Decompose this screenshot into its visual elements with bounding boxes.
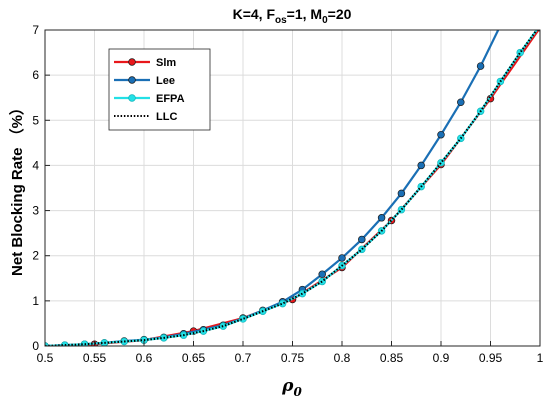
- y-tick-label: 6: [32, 68, 39, 82]
- data-point-lee: [417, 161, 425, 170]
- series-llc: [45, 30, 538, 346]
- y-tick-label: 3: [32, 204, 39, 218]
- x-tick-label: 0.95: [479, 351, 503, 365]
- data-point-lee: [437, 130, 445, 139]
- title-sub-os: os: [275, 15, 287, 26]
- chart-title: K=4, Fos=1, M0=20: [233, 6, 352, 26]
- data-point-efpa: [318, 277, 326, 286]
- data-point-efpa: [437, 158, 445, 167]
- data-point-efpa: [516, 48, 524, 57]
- title-end: =20: [328, 6, 352, 22]
- x-tick-label: 0.65: [182, 351, 206, 365]
- x-axis-label: ρ0: [281, 376, 302, 399]
- data-point-efpa: [219, 322, 227, 330]
- data-point-efpa: [239, 315, 247, 323]
- x-tick-label: 0.55: [83, 351, 107, 365]
- title-sub-0: 0: [322, 15, 328, 26]
- legend-label-slm: Slm: [156, 57, 176, 69]
- y-tick-label: 2: [32, 249, 39, 263]
- x-tick-label: 0.85: [380, 351, 404, 365]
- title-main: K=4, F: [233, 6, 276, 22]
- y-tick-label: 5: [32, 113, 39, 127]
- tick-layer: 0.5 0.55 0.6 0.65 0.7 0.75 0.8 0.85 0.9 0.95 1 0 1 2 3…: [32, 23, 543, 365]
- data-point-lee: [497, 22, 504, 29]
- legend-label-efpa: EFPA: [156, 93, 185, 105]
- legend-label-llc: LLC: [156, 111, 177, 123]
- data-point-lee: [476, 62, 485, 70]
- x-tick-label: 0.75: [281, 351, 305, 365]
- data-point-lee: [377, 214, 386, 222]
- data-point-lee: [318, 270, 326, 278]
- x-tick-label: 0.8: [334, 351, 351, 365]
- legend-marker-lee: [128, 76, 136, 84]
- data-point-lee: [358, 235, 366, 244]
- data-point-lee: [457, 98, 465, 106]
- y-axis-label: Net Blocking Rate （%）: [8, 100, 26, 276]
- y-tick-label: 0: [32, 339, 39, 353]
- series-line-llc: [45, 30, 538, 346]
- data-point-efpa: [537, 22, 544, 29]
- data-point-lee: [338, 254, 346, 262]
- x-label-main: ρ: [281, 376, 294, 396]
- data-point-lee: [397, 189, 406, 198]
- legend: Slm Lee EFPA LLC: [108, 48, 211, 131]
- x-tick-label: 0.5: [37, 351, 54, 365]
- x-label-sub: 0: [293, 385, 302, 399]
- x-tick-label: 0.7: [235, 351, 252, 365]
- x-tick-label: 1: [537, 351, 544, 365]
- y-tick-label: 4: [32, 158, 39, 172]
- legend-label-lee: Lee: [156, 75, 175, 87]
- x-tick-label: 0.9: [433, 351, 450, 365]
- legend-marker-efpa: [128, 94, 136, 102]
- data-point-efpa: [397, 205, 406, 214]
- data-point-efpa: [358, 245, 366, 254]
- series-layer: [45, 22, 544, 346]
- x-tick-label: 0.6: [136, 351, 153, 365]
- title-mid: =1, M: [287, 6, 322, 22]
- legend-marker-slm: [128, 58, 136, 66]
- y-tick-label: 1: [32, 294, 39, 308]
- y-tick-label: 7: [32, 23, 39, 37]
